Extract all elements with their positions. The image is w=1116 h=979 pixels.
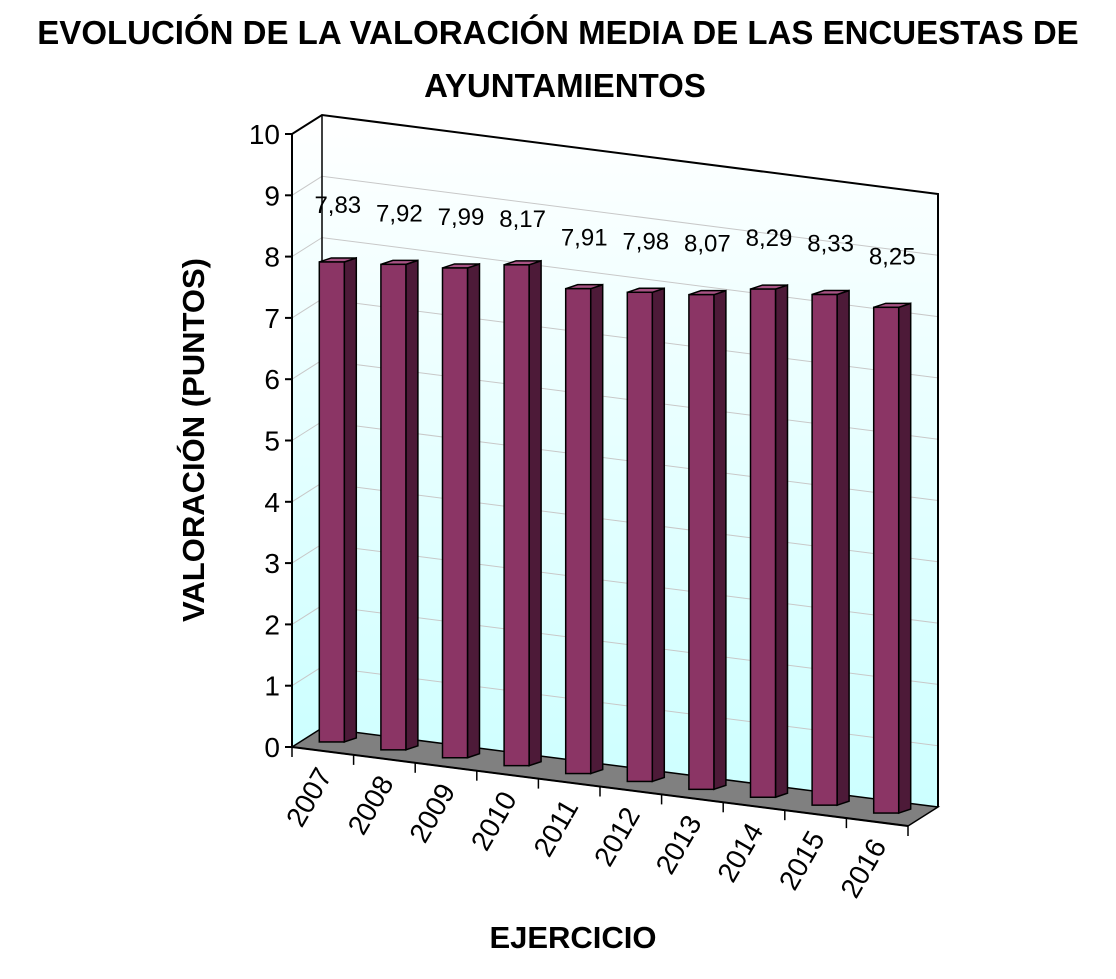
bar-2011: [564, 283, 604, 775]
bar-2015: [811, 289, 850, 807]
bar-2010: [503, 259, 542, 767]
y-tick-label: 5: [264, 426, 280, 457]
bar-2007: [318, 256, 358, 743]
value-label-2016: 8,25: [869, 243, 916, 270]
x-tick-label-2014: 2014: [711, 818, 769, 887]
y-tick-label: 0: [264, 732, 280, 763]
y-tick-label: 7: [264, 303, 280, 334]
bars: [318, 256, 912, 815]
bar-front: [872, 306, 900, 814]
bar-2016: [872, 302, 912, 815]
bar-front: [318, 261, 346, 743]
y-tick-label: 1: [264, 671, 280, 702]
value-label-2008: 7,92: [376, 200, 423, 227]
y-tick-label: 6: [264, 364, 280, 395]
x-axis-title: EJERCICIO: [489, 920, 656, 955]
y-axis-title: VALORACIÓN (PUNTOS): [175, 258, 211, 622]
bar-side: [466, 262, 481, 759]
bar-2009: [441, 262, 481, 759]
value-label-2007: 7,83: [314, 192, 361, 219]
x-tick-label-2011: 2011: [527, 794, 584, 862]
x-tick-label-2008: 2008: [342, 770, 400, 839]
x-tick-label-2016: 2016: [834, 834, 892, 903]
bar-front: [380, 263, 407, 751]
x-tick-label-2010: 2010: [465, 786, 523, 855]
bar-2014: [749, 284, 789, 799]
bar-side: [405, 259, 419, 751]
bar-front: [749, 288, 777, 798]
value-label-2014: 8,29: [746, 225, 793, 252]
bar-front: [626, 291, 654, 783]
x-tick-label-2007: 2007: [280, 762, 338, 831]
x-tick-label-2009: 2009: [403, 778, 461, 847]
value-label-2010: 8,17: [499, 206, 546, 233]
y-tick-label: 8: [264, 242, 280, 273]
chart-title-line-2: AYUNTAMIENTOS: [424, 67, 706, 104]
bar-front: [688, 293, 715, 791]
bar-2013: [688, 289, 727, 791]
bar-side: [343, 256, 358, 743]
bar-side: [651, 287, 666, 783]
y-tick-labels: 0 1 2 3 4 5 6 7 8 9 10: [249, 119, 280, 763]
y-tick-label: 3: [264, 548, 280, 579]
value-label-2011: 7,91: [561, 225, 608, 252]
y-tick-label: 10: [249, 119, 280, 150]
x-tick-label-2015: 2015: [773, 826, 831, 895]
bar-front: [811, 293, 838, 806]
value-label-2013: 8,07: [684, 231, 731, 258]
value-label-2012: 7,98: [622, 228, 669, 255]
value-label-2009: 7,99: [438, 204, 485, 231]
bar-side: [897, 302, 912, 815]
bar-side: [528, 259, 542, 767]
bar-2008: [380, 259, 419, 751]
bar-front: [564, 287, 592, 775]
x-axis-line: [291, 746, 909, 827]
x-tick-label-2013: 2013: [650, 810, 708, 879]
bar-side: [713, 289, 727, 791]
bar-front: [503, 264, 530, 767]
bar-side: [774, 284, 789, 799]
bar-side: [836, 289, 850, 807]
bar-side: [589, 283, 604, 775]
y-tick-label: 4: [264, 487, 280, 518]
value-label-2015: 8,33: [807, 231, 854, 258]
y-tick-label: 9: [264, 180, 280, 211]
bar-2012: [626, 287, 666, 783]
value-labels: 7,83 7,92 7,99 8,17 7,91 7,98 8,07 8,29 8,33 8,25: [314, 192, 915, 270]
x-tick-label-2012: 2012: [588, 802, 646, 871]
y-tick-label: 2: [264, 609, 280, 640]
chart-title-line-1: EVOLUCIÓN DE LA VALORACIÓN MEDIA DE LAS …: [37, 14, 1078, 51]
bar-front: [441, 267, 469, 759]
